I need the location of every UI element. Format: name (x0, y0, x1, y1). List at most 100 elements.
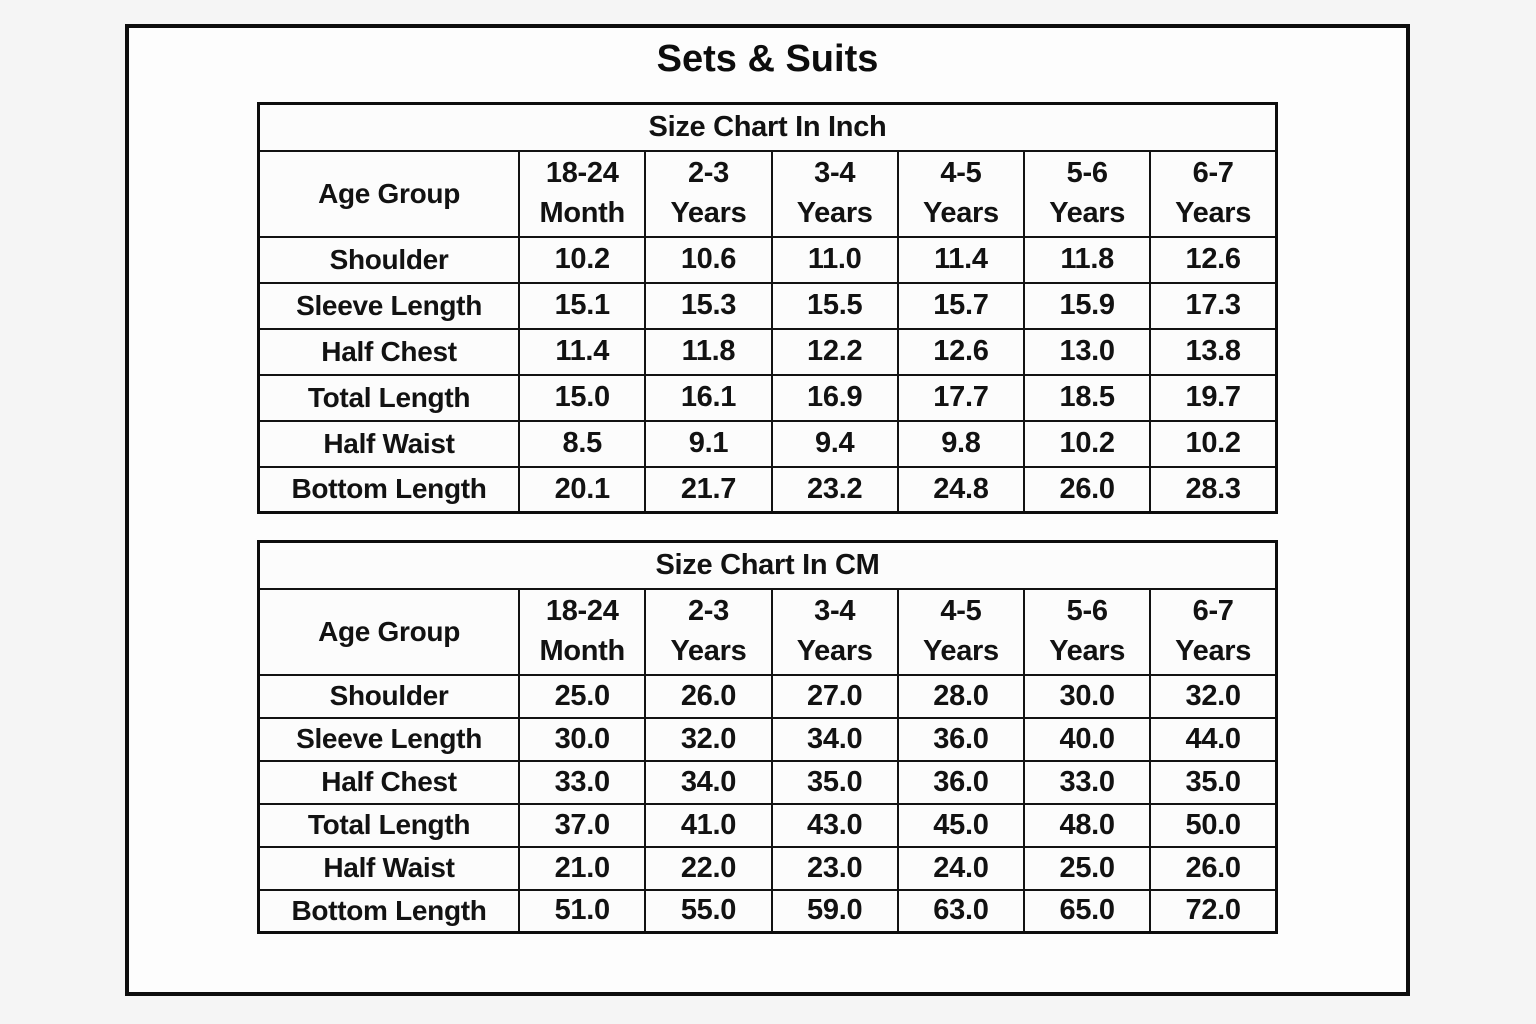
row-label: Sleeve Length (257, 281, 521, 330)
size-chart-cm: Size Chart In CM Age Group 18-24 Month 2-3 … (257, 540, 1278, 934)
table-header-row: Age Group 18-24 Month 2-3 Years 3-4 Years 4-… (257, 149, 1278, 238)
row-label: Half Waist (257, 845, 521, 891)
size-chart-cm-table: Size Chart In CM Age Group 18-24 Month 2-3 … (257, 540, 1278, 934)
column-header: 4-5 Years (896, 149, 1026, 238)
column-header: 2-3 Years (644, 149, 773, 238)
value-cell: 27.0 (770, 673, 899, 719)
value-cell: 26.0 (644, 673, 773, 719)
value-cell: 28.3 (1149, 465, 1278, 514)
value-cell: 33.0 (518, 759, 647, 805)
value-cell: 36.0 (896, 759, 1026, 805)
row-label: Total Length (257, 373, 521, 422)
value-cell: 43.0 (770, 802, 899, 848)
page-title: Sets & Suits (656, 38, 879, 80)
value-cell: 15.9 (1023, 281, 1152, 330)
row-label: Total Length (257, 802, 521, 848)
size-chart-inch: Size Chart In Inch Age Group 18-24 Month 2-… (257, 102, 1278, 514)
value-cell: 11.8 (644, 327, 773, 376)
value-cell: 15.1 (518, 281, 647, 330)
value-cell: 12.2 (770, 327, 899, 376)
value-cell: 10.2 (518, 235, 647, 284)
value-cell: 11.0 (770, 235, 899, 284)
value-cell: 10.2 (1149, 419, 1278, 468)
value-cell: 35.0 (770, 759, 899, 805)
value-cell: 33.0 (1023, 759, 1152, 805)
age-group-header: Age Group (257, 149, 521, 238)
value-cell: 9.1 (644, 419, 773, 468)
column-header: 5-6 Years (1023, 149, 1152, 238)
row-label: Shoulder (257, 235, 521, 284)
value-cell: 8.5 (518, 419, 647, 468)
value-cell: 30.0 (518, 716, 647, 762)
column-header: 6-7 Years (1149, 587, 1278, 676)
column-header: 4-5 Years (896, 587, 1026, 676)
value-cell: 26.0 (1149, 845, 1278, 891)
table-title-row: Size Chart In Inch (257, 102, 1278, 152)
value-cell: 17.3 (1149, 281, 1278, 330)
column-header: 18-24 Month (518, 149, 647, 238)
value-cell: 18.5 (1023, 373, 1152, 422)
value-cell: 23.2 (770, 465, 899, 514)
value-cell: 72.0 (1149, 888, 1278, 934)
value-cell: 10.2 (1023, 419, 1152, 468)
value-cell: 16.9 (770, 373, 899, 422)
value-cell: 16.1 (644, 373, 773, 422)
table-row: Bottom Length 20.1 21.7 23.2 24.8 26.0 28.3 (257, 465, 1278, 514)
value-cell: 9.8 (896, 419, 1026, 468)
value-cell: 19.7 (1149, 373, 1278, 422)
value-cell: 34.0 (644, 759, 773, 805)
value-cell: 32.0 (1149, 673, 1278, 719)
value-cell: 35.0 (1149, 759, 1278, 805)
table-row: Sleeve Length 30.0 32.0 34.0 36.0 40.0 44.0 (257, 716, 1278, 762)
value-cell: 11.4 (896, 235, 1026, 284)
value-cell: 50.0 (1149, 802, 1278, 848)
column-header: 6-7 Years (1149, 149, 1278, 238)
value-cell: 15.7 (896, 281, 1026, 330)
value-cell: 20.1 (518, 465, 647, 514)
value-cell: 51.0 (518, 888, 647, 934)
value-cell: 15.0 (518, 373, 647, 422)
row-label: Half Chest (257, 327, 521, 376)
value-cell: 55.0 (644, 888, 773, 934)
value-cell: 12.6 (896, 327, 1026, 376)
value-cell: 21.0 (518, 845, 647, 891)
value-cell: 22.0 (644, 845, 773, 891)
value-cell: 11.8 (1023, 235, 1152, 284)
table-title-row: Size Chart In CM (257, 540, 1278, 590)
value-cell: 25.0 (518, 673, 647, 719)
table-row: Shoulder 10.2 10.6 11.0 11.4 11.8 12.6 (257, 235, 1278, 284)
row-label: Bottom Length (257, 888, 521, 934)
table-row: Total Length 37.0 41.0 43.0 45.0 48.0 50.0 (257, 802, 1278, 848)
age-group-header: Age Group (257, 587, 521, 676)
row-label: Bottom Length (257, 465, 521, 514)
table-row: Bottom Length 51.0 55.0 59.0 63.0 65.0 72.0 (257, 888, 1278, 934)
value-cell: 40.0 (1023, 716, 1152, 762)
value-cell: 9.4 (770, 419, 899, 468)
value-cell: 41.0 (644, 802, 773, 848)
row-label: Half Waist (257, 419, 521, 468)
table-row: Half Chest 11.4 11.8 12.2 12.6 13.0 13.8 (257, 327, 1278, 376)
value-cell: 11.4 (518, 327, 647, 376)
value-cell: 21.7 (644, 465, 773, 514)
table-row: Shoulder 25.0 26.0 27.0 28.0 30.0 32.0 (257, 673, 1278, 719)
table-title: Size Chart In Inch (257, 102, 1278, 152)
value-cell: 24.0 (896, 845, 1026, 891)
table-row: Half Waist 8.5 9.1 9.4 9.8 10.2 10.2 (257, 419, 1278, 468)
value-cell: 26.0 (1023, 465, 1152, 514)
value-cell: 34.0 (770, 716, 899, 762)
value-cell: 13.8 (1149, 327, 1278, 376)
value-cell: 13.0 (1023, 327, 1152, 376)
table-row: Half Waist 21.0 22.0 23.0 24.0 25.0 26.0 (257, 845, 1278, 891)
outer-frame: Sets & Suits Size Chart In Inch Age Group… (125, 24, 1410, 996)
value-cell: 25.0 (1023, 845, 1152, 891)
row-label: Half Chest (257, 759, 521, 805)
table-title: Size Chart In CM (257, 540, 1278, 590)
value-cell: 12.6 (1149, 235, 1278, 284)
column-header: 18-24 Month (518, 587, 647, 676)
value-cell: 65.0 (1023, 888, 1152, 934)
column-header: 3-4 Years (770, 149, 899, 238)
column-header: 2-3 Years (644, 587, 773, 676)
value-cell: 30.0 (1023, 673, 1152, 719)
table-header-row: Age Group 18-24 Month 2-3 Years 3-4 Years 4-… (257, 587, 1278, 676)
table-row: Total Length 15.0 16.1 16.9 17.7 18.5 19.7 (257, 373, 1278, 422)
